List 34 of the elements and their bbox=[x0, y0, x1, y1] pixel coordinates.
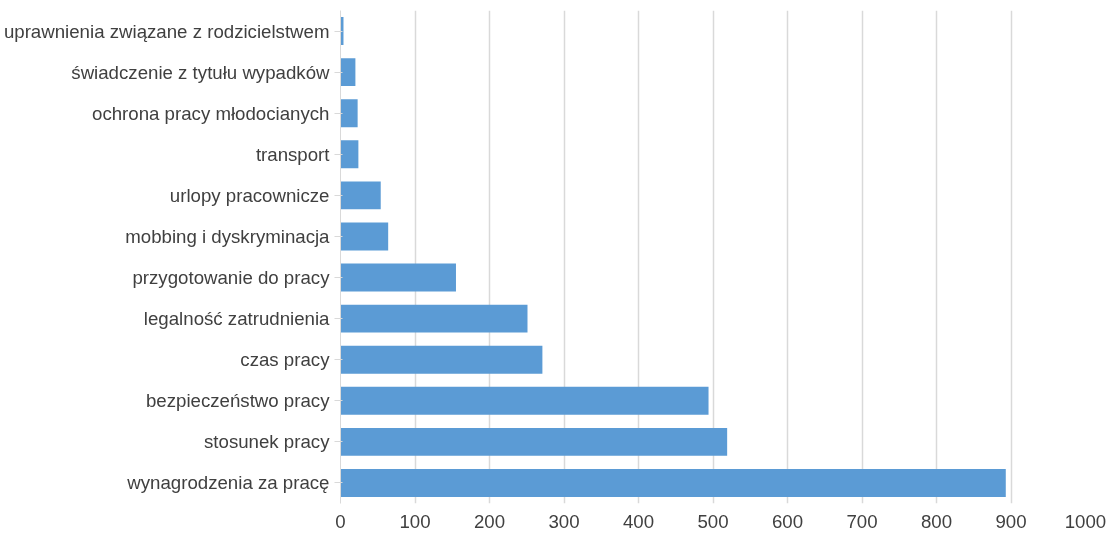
y-tick-label: wynagrodzenia za pracę bbox=[126, 472, 330, 494]
bar bbox=[340, 99, 358, 128]
x-tick-label: 300 bbox=[548, 510, 580, 532]
bar bbox=[340, 427, 728, 456]
y-tick-label: legalność zatrudnienia bbox=[143, 308, 331, 330]
bar bbox=[340, 263, 456, 292]
x-tick-label: 500 bbox=[697, 510, 729, 532]
x-tick-label: 800 bbox=[920, 510, 953, 532]
x-tick-label: 1000 bbox=[1064, 510, 1107, 532]
x-tick-label: 400 bbox=[622, 510, 655, 532]
bar bbox=[340, 386, 709, 415]
y-tick-label: ochrona pracy młodocianych bbox=[92, 102, 330, 124]
bar bbox=[340, 140, 359, 169]
bar bbox=[340, 304, 528, 333]
y-tick-label: przygotowanie do pracy bbox=[132, 267, 331, 289]
bar bbox=[340, 222, 389, 251]
y-tick-label: urlopy pracownicze bbox=[169, 184, 330, 206]
x-tick-label: 700 bbox=[846, 510, 878, 532]
bar bbox=[340, 468, 1006, 497]
x-tick-label: 100 bbox=[399, 510, 431, 532]
y-tick-label: transport bbox=[255, 143, 331, 165]
y-tick-label: czas pracy bbox=[240, 349, 331, 371]
x-tick-label: 0 bbox=[335, 510, 346, 532]
bar bbox=[340, 181, 381, 210]
y-tick-label: mobbing i dyskryminacja bbox=[125, 225, 331, 247]
y-tick-label: uprawnienia związane z rodzicielstwem bbox=[3, 20, 330, 42]
y-tick-label: stosunek pracy bbox=[204, 431, 331, 453]
y-tick-label: świadczenie z tytułu wypadków bbox=[71, 61, 331, 83]
x-tick-label: 900 bbox=[995, 510, 1027, 532]
y-tick-label: bezpieczeństwo pracy bbox=[145, 390, 331, 412]
bar bbox=[340, 345, 543, 374]
x-tick-label: 600 bbox=[771, 510, 804, 532]
bar bbox=[340, 58, 356, 87]
x-tick-label: 200 bbox=[473, 510, 506, 532]
